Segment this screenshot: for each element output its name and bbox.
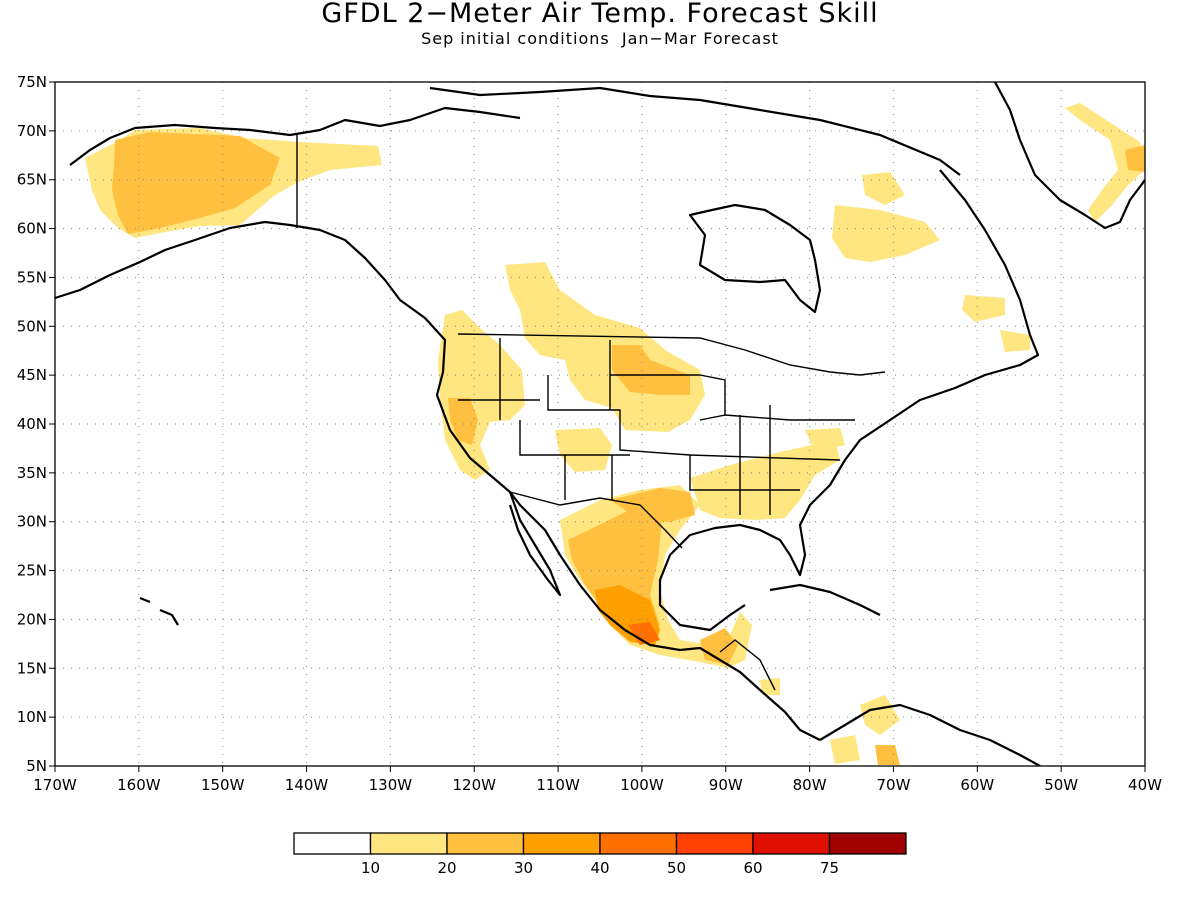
coastline-hawaii — [139, 596, 179, 626]
skill-region-southeast — [690, 440, 840, 520]
lat-tick-label: 50N — [17, 317, 47, 335]
coastline-baja — [508, 491, 562, 597]
coastline-hudson-bay — [688, 203, 822, 314]
lat-tick-label: 25N — [17, 562, 47, 580]
lat-tick-label: 55N — [17, 268, 47, 286]
skill-region-prairies — [505, 262, 705, 432]
lon-tick-label: 170W — [33, 776, 77, 794]
borders-us-states — [458, 338, 855, 515]
color-legend: 10 20 30 40 50 60 75 — [293, 832, 907, 877]
lat-tick-label: 45N — [17, 366, 47, 384]
lon-tick-label: 40W — [1128, 776, 1162, 794]
skill-region-texas — [610, 488, 695, 522]
coastline-south-america — [819, 703, 1041, 766]
map-subtitle: Sep initial conditions Jan−Mar Forecast — [421, 29, 779, 48]
lat-tick-label: 65N — [17, 171, 47, 189]
skill-region-greenland — [1065, 103, 1145, 222]
skill-region-virginia — [805, 428, 845, 452]
lat-tick-label: 30N — [17, 513, 47, 531]
lon-tick-label: 50W — [1044, 776, 1078, 794]
legend-label: 75 — [820, 859, 839, 877]
lat-tick-label: 5N — [26, 757, 47, 775]
lon-tick-label: 130W — [369, 776, 413, 794]
skill-region-venezuela — [860, 695, 900, 735]
legend-swatch — [599, 832, 678, 855]
lon-tick-label: 140W — [285, 776, 329, 794]
legend-swatch — [522, 832, 601, 855]
coastline-alaska-pacific — [55, 220, 821, 741]
skill-region-greenland-core — [1125, 145, 1145, 172]
skill-region-central-america — [700, 628, 738, 665]
borders-central-america — [719, 639, 776, 691]
political-borders — [296, 133, 886, 691]
skill-region-alaska-coast — [88, 168, 112, 186]
lat-tick-label: 20N — [17, 610, 47, 628]
lon-tick-label: 100W — [620, 776, 664, 794]
skill-region-nunavut — [862, 172, 905, 205]
legend-label: 10 — [361, 859, 380, 877]
lat-tick-label: 75N — [17, 73, 47, 91]
lat-tick-label: 10N — [17, 708, 47, 726]
skill-region-nova-scotia — [1000, 330, 1030, 352]
lon-tick-label: 150W — [201, 776, 245, 794]
border-us-canada — [457, 333, 886, 376]
lat-tick-label: 35N — [17, 464, 47, 482]
skill-region-california — [448, 398, 478, 445]
skill-region-newfoundland — [962, 295, 1005, 322]
lat-tick-label: 15N — [17, 659, 47, 677]
lat-tick-label: 40N — [17, 415, 47, 433]
legend-label: 50 — [667, 859, 686, 877]
skill-region-dakotas — [612, 345, 690, 395]
coastline-arctic-islands — [429, 86, 961, 176]
legend-swatch — [293, 832, 372, 855]
coastline-atlantic — [658, 169, 1040, 632]
skill-region-labrador — [832, 205, 940, 262]
legend-label: 40 — [590, 859, 609, 877]
legend-swatch — [828, 832, 907, 855]
coastlines — [55, 82, 1145, 766]
lon-tick-label: 70W — [877, 776, 911, 794]
skill-region-alaska-core — [112, 132, 280, 234]
lon-tick-label: 160W — [117, 776, 161, 794]
border-us-mexico — [509, 491, 683, 549]
skill-region-colombia — [830, 735, 860, 764]
coastline-arctic — [69, 106, 521, 166]
skill-region-southwest — [555, 428, 612, 472]
skill-region-mexico-high — [628, 622, 660, 645]
legend-swatch — [369, 832, 448, 855]
axis-labels: 75N 70N 65N 60N 55N 50N 45N 40N 35N 30N 25N 20N 15N 1… — [17, 73, 1162, 794]
skill-region-caribbean — [760, 678, 780, 695]
legend-label: 30 — [514, 859, 533, 877]
legend-swatch — [675, 832, 754, 855]
lon-tick-label: 80W — [793, 776, 827, 794]
lat-tick-label: 70N — [17, 122, 47, 140]
skill-region-brazil — [875, 745, 900, 765]
map-title: GFDL 2−Meter Air Temp. Forecast Skill — [321, 0, 879, 29]
legend-swatch — [752, 832, 831, 855]
lon-tick-label: 110W — [536, 776, 580, 794]
legend-label: 20 — [437, 859, 456, 877]
coastline-cuba — [769, 583, 881, 616]
lat-tick-label: 60N — [17, 220, 47, 238]
lon-tick-label: 60W — [960, 776, 994, 794]
skill-shading — [85, 103, 1145, 765]
coastline-greenland — [994, 82, 1145, 230]
lon-tick-label: 90W — [709, 776, 743, 794]
legend-label: 60 — [743, 859, 762, 877]
lon-tick-label: 120W — [452, 776, 496, 794]
legend-swatch — [446, 832, 525, 855]
graticule — [55, 82, 1145, 766]
